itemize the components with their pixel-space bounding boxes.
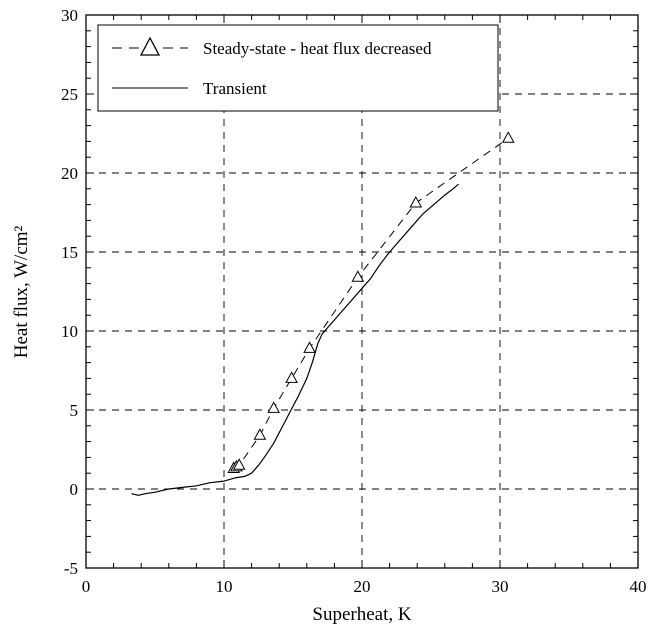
steady-state-point <box>267 401 281 413</box>
y-tick-label: 10 <box>61 322 78 341</box>
minor-ticks <box>85 14 639 569</box>
legend-label-steady: Steady-state - heat flux decreased <box>203 39 432 58</box>
x-tick-label: 10 <box>216 577 233 596</box>
x-tick-label: 40 <box>630 577 647 596</box>
x-tick-label: 0 <box>82 577 91 596</box>
legend-triangle-marker <box>139 36 161 56</box>
y-tick-label: 15 <box>61 243 78 262</box>
x-tick-labels: 0 10 20 30 40 <box>82 577 647 596</box>
steady-state-line <box>233 137 509 469</box>
y-tick-label: 5 <box>70 401 79 420</box>
steady-state-point <box>253 428 267 440</box>
y-axis-label: Heat flux, W/cm² <box>11 225 32 358</box>
y-tick-label: 20 <box>61 164 78 183</box>
steady-state-point <box>409 195 423 208</box>
y-tick-label: 30 <box>61 6 78 25</box>
plot-frame <box>85 14 639 569</box>
legend-label-transient: Transient <box>203 79 267 98</box>
y-tick-label: 0 <box>70 480 79 499</box>
steady-state-point <box>285 371 298 383</box>
transient-line <box>131 183 459 496</box>
steady-state-point <box>303 341 316 353</box>
y-tick-label: -5 <box>64 559 78 578</box>
legend-box <box>97 24 499 112</box>
legend: Steady-state - heat flux decreased Trans… <box>97 24 499 112</box>
steady-state-point <box>351 270 365 282</box>
steady-state-point <box>232 458 246 470</box>
y-tick-label: 25 <box>61 85 78 104</box>
y-tick-labels: -5 0 5 10 15 20 25 30 <box>61 6 78 578</box>
x-axis-label: Superheat, K <box>312 604 411 625</box>
x-tick-label: 30 <box>492 577 509 596</box>
x-tick-label: 20 <box>354 577 371 596</box>
series-layer <box>131 131 515 496</box>
steady-state-point <box>501 131 515 143</box>
